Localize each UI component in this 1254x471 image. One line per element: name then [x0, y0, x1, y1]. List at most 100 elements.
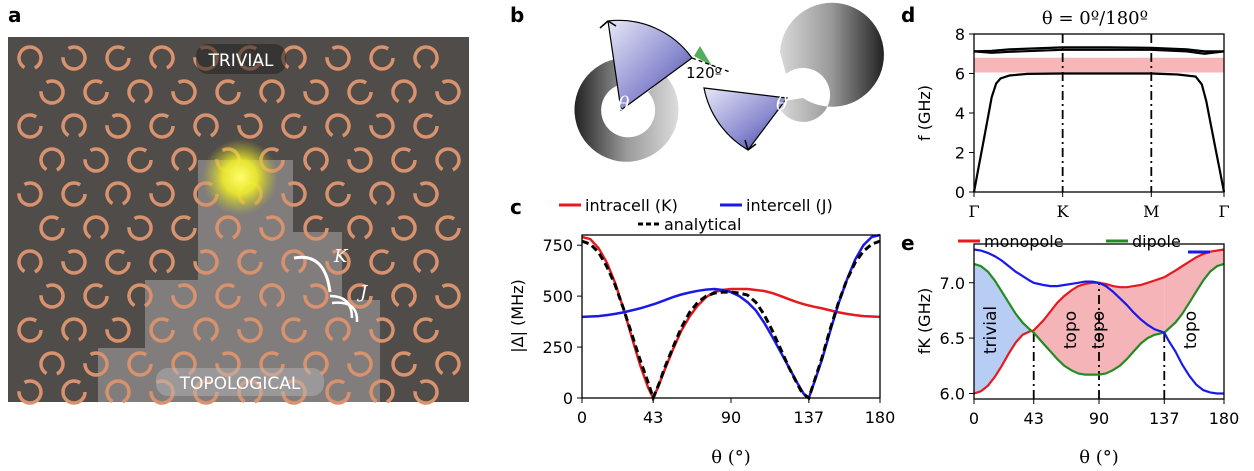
right-wedge-arrow-icon [744, 139, 757, 151]
resonator-ring [391, 351, 417, 377]
resonator-ring [413, 249, 439, 275]
resonator-ring [39, 215, 65, 241]
resonator-ring [171, 79, 197, 105]
chart-title: θ = 0º/180º [1042, 8, 1148, 29]
resonator-ring [61, 181, 87, 207]
topo-region-middle [1033, 277, 1165, 375]
x-tick-label: M [1143, 202, 1159, 221]
resonator-ring [303, 215, 329, 241]
resonator-ring [215, 215, 241, 241]
resonator-ring [171, 283, 197, 309]
resonator-ring [259, 215, 285, 241]
trivial-label: TRIVIAL [208, 51, 274, 71]
legend-label: intercell (J) [746, 196, 833, 215]
series-line-3 [581, 239, 881, 403]
resonator-ring [325, 45, 351, 71]
topo-region-right [1164, 249, 1224, 333]
resonator-ring [369, 317, 395, 343]
resonator-ring [369, 45, 395, 71]
x-tick-label: 137 [1149, 409, 1180, 428]
resonator-ring [391, 147, 417, 173]
resonator-ring [61, 317, 87, 343]
y-axis-label: f (GHz) [915, 85, 934, 141]
panel-label-e: e [901, 231, 915, 255]
region-label: trivial [981, 306, 1001, 354]
resonator-ring [237, 317, 263, 343]
source-glow [202, 139, 278, 215]
x-tick-label: 90 [1089, 409, 1109, 428]
x-tick-label: Γ [968, 202, 979, 221]
resonator-ring [149, 379, 175, 405]
resonator-ring [105, 45, 131, 71]
x-tick-label: 0 [577, 408, 587, 427]
resonator-ring [347, 79, 373, 105]
topological-label: TOPOLOGICAL [179, 374, 301, 394]
resonator-ring [303, 283, 329, 309]
resonator-ring [237, 379, 263, 405]
resonator-ring [215, 351, 241, 377]
resonator-ring [193, 113, 219, 139]
right-resonator-ring [777, 2, 884, 122]
resonator-ring [17, 379, 43, 405]
resonator-ring [17, 45, 43, 71]
resonator-ring [61, 249, 87, 275]
legend-label: dipole [1132, 232, 1181, 251]
resonator-ring [281, 113, 307, 139]
resonator-ring [127, 147, 153, 173]
angle-marker-icon [694, 46, 712, 66]
trivial-label-bg [196, 44, 286, 74]
resonator-ring [347, 215, 373, 241]
resonator-ring [39, 79, 65, 105]
j-label: J [356, 282, 369, 303]
panel-a-photo: TRIVIAL TOPOLOGICAL K J [8, 37, 469, 405]
resonator-ring [347, 351, 373, 377]
resonator-ring [369, 249, 395, 275]
topological-region [98, 160, 380, 402]
resonator-ring [149, 45, 175, 71]
resonator-ring [105, 181, 131, 207]
resonator-ring [435, 79, 461, 105]
panel-label-b: b [510, 3, 524, 27]
trivial-region [974, 263, 1034, 394]
band-line-1 [972, 72, 1226, 193]
y-axis-label: |Δ| (MHz) [508, 279, 527, 353]
band-gap-region [974, 57, 1224, 73]
resonator-ring [127, 215, 153, 241]
resonator-ring [303, 351, 329, 377]
resonator-ring [127, 283, 153, 309]
resonator-ring [237, 113, 263, 139]
resonator-ring [347, 147, 373, 173]
resonator-ring [193, 249, 219, 275]
resonator-ring [413, 45, 439, 71]
coupling-j-arc-2 [331, 301, 359, 323]
resonator-ring [127, 351, 153, 377]
mode-line-2 [973, 262, 1225, 376]
left-theta-label: θ [618, 93, 630, 115]
left-resonator-ring [574, 58, 679, 162]
x-tick-label: 43 [643, 408, 663, 427]
resonator-ring [17, 113, 43, 139]
y-tick-label: 6.5 [940, 329, 965, 348]
resonator-ring [127, 79, 153, 105]
x-tick-label: Γ [1218, 202, 1229, 221]
x-tick-label: 0 [969, 409, 979, 428]
y-tick-label: 250 [542, 338, 573, 357]
resonator-ring [215, 79, 241, 105]
x-tick-label: 90 [721, 408, 741, 427]
resonator-ring [325, 113, 351, 139]
resonator-ring [105, 379, 131, 405]
resonator-ring [435, 215, 461, 241]
x-tick-label: K [1057, 202, 1070, 221]
resonator-array [17, 45, 461, 405]
resonator-ring [413, 379, 439, 405]
resonator-ring [413, 113, 439, 139]
x-axis-label: θ (°) [1079, 447, 1119, 468]
resonator-ring [369, 113, 395, 139]
resonator-ring [435, 147, 461, 173]
resonator-ring [149, 249, 175, 275]
resonator-ring [193, 317, 219, 343]
resonator-ring [149, 181, 175, 207]
resonator-ring [435, 351, 461, 377]
resonator-ring [171, 147, 197, 173]
